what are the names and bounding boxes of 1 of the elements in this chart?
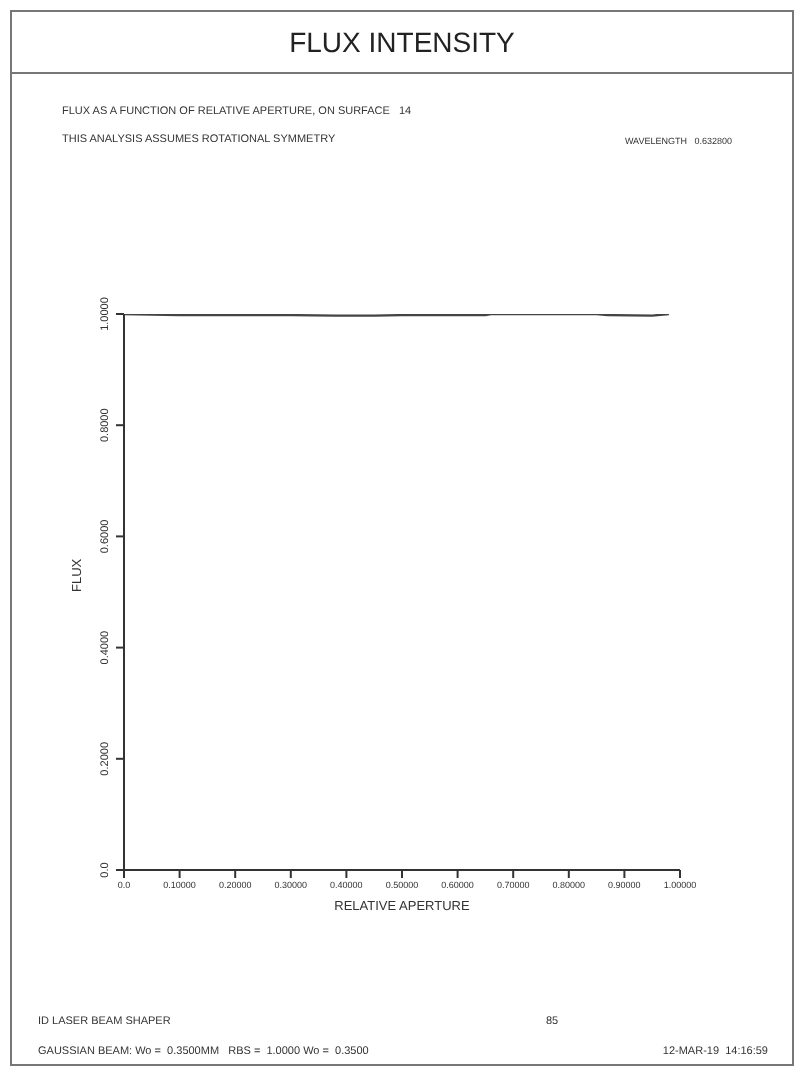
chart-title: FLUX INTENSITY: [12, 12, 792, 74]
